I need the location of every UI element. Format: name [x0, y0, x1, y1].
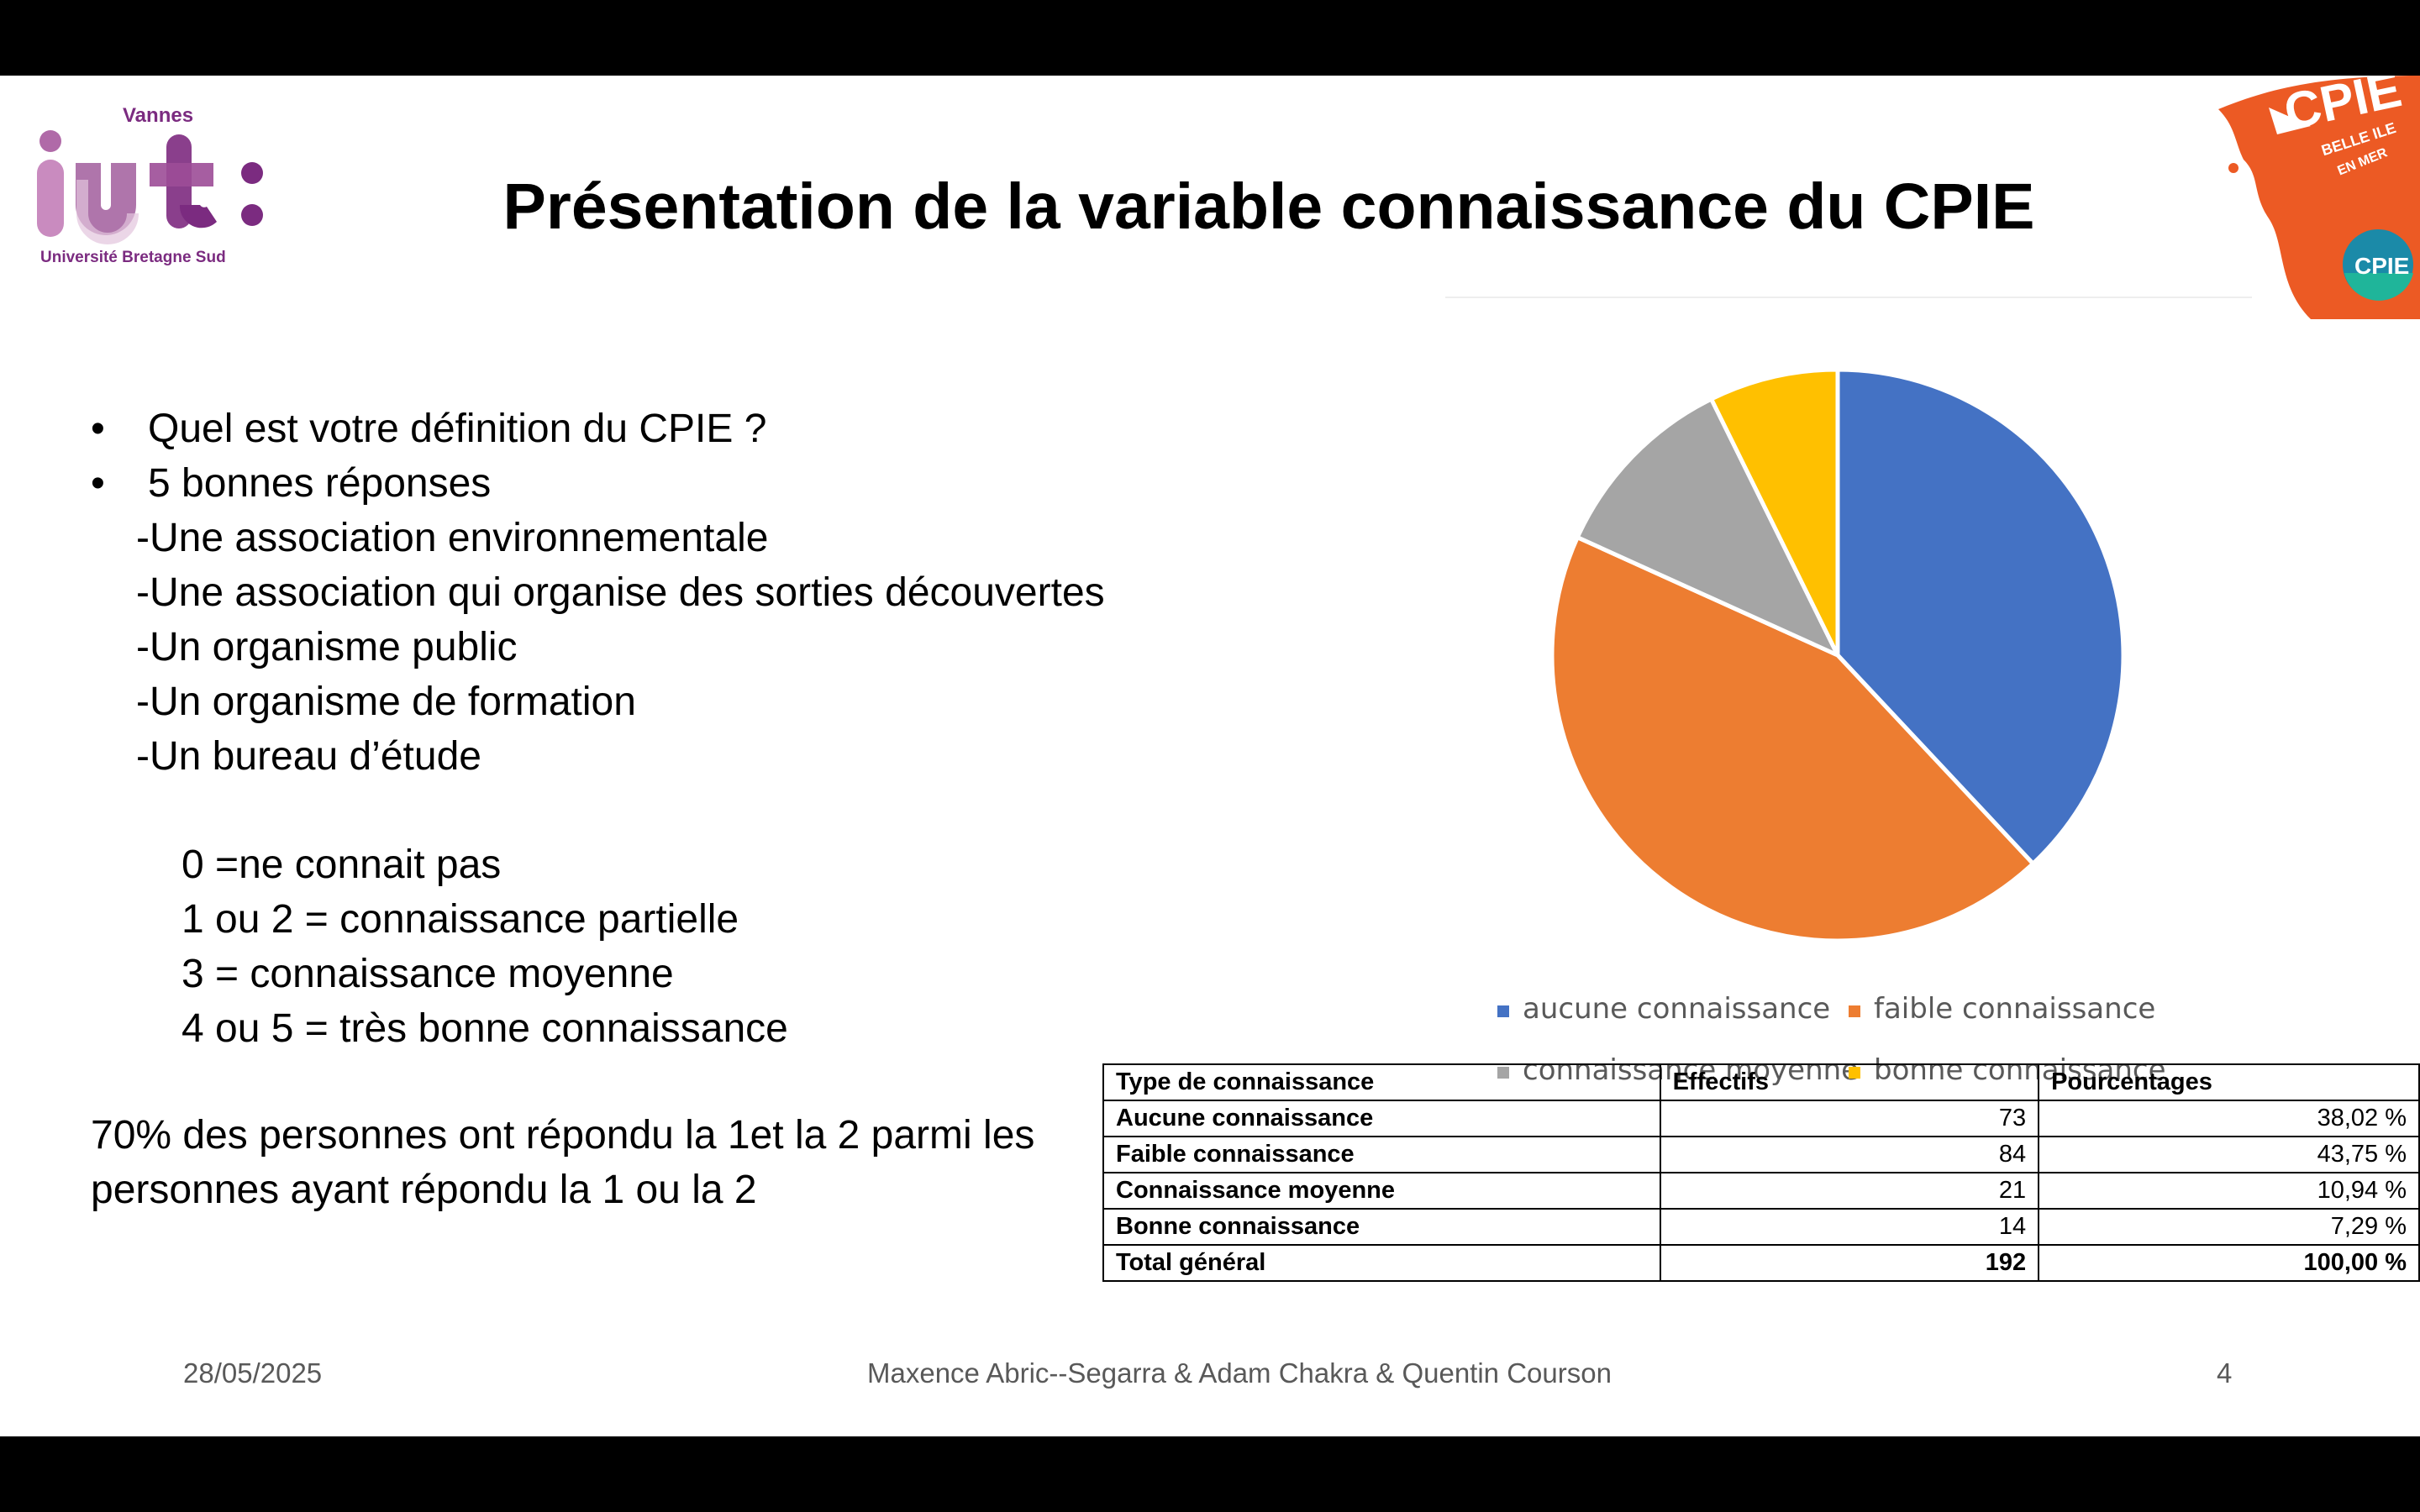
table-row: Bonne connaissance 14 7,29 %	[1102, 1208, 2420, 1246]
table-total-row: Total général 192 100,00 %	[1102, 1244, 2420, 1282]
table-cell: 21	[1659, 1172, 2040, 1210]
legend-swatch	[1497, 1005, 1509, 1017]
table-cell: Faible connaissance	[1102, 1136, 1661, 1173]
iut-logo: Vannes Université Bretagne Sud	[32, 104, 284, 272]
table-header: Effectifs	[1659, 1063, 2040, 1101]
bullet-question: Quel est votre définition du CPIE ?	[91, 402, 1105, 456]
table-cell: 7,29 %	[2038, 1208, 2420, 1246]
answer-item: -Une association environnementale	[136, 516, 769, 560]
footer-page-number: 4	[2217, 1357, 2233, 1389]
footer-authors: Maxence Abric--Segarra & Adam Chakra & Q…	[867, 1357, 1612, 1389]
table-cell: Aucune connaissance	[1102, 1100, 1661, 1137]
scale-item: 0 =ne connait pas	[182, 843, 502, 887]
scale-item: 3 = connaissance moyenne	[182, 952, 674, 996]
table-cell: 14	[1659, 1208, 2040, 1246]
slide-title: Présentation de la variable connaissance…	[502, 171, 2035, 243]
pie-slice-bonne-connaissance	[1708, 367, 1840, 657]
pie-chart: aucune connaissance faible connaissanceco…	[1445, 297, 2252, 1087]
table-cell: 84	[1659, 1136, 2040, 1173]
table-row: Connaissance moyenne 21 10,94 %	[1102, 1172, 2420, 1210]
conclusion-line: 70% des personnes ont répondu la 1et la …	[91, 1113, 1035, 1158]
slide: Vannes Université Bretagne Sud CPIE BELL…	[0, 76, 2420, 1436]
pie-slice-aucune-connaissance	[1835, 367, 2126, 867]
table-cell: 73	[1659, 1100, 2040, 1137]
bullet-answers: 5 bonnes réponses	[91, 456, 1105, 511]
answer-item: -Un organisme de formation	[136, 680, 636, 724]
table-cell: Bonne connaissance	[1102, 1208, 1661, 1246]
pie-slice-faible-connaissance	[1549, 534, 2036, 943]
table-header-row: Type de connaissance Effectifs Pourcenta…	[1102, 1063, 2420, 1101]
answer-item: -Un organisme public	[136, 625, 518, 669]
cpie-logo-badge: CPIE	[2354, 253, 2409, 279]
table-row: Aucune connaissance 73 38,02 %	[1102, 1100, 2420, 1137]
table-cell: Total général	[1102, 1244, 1661, 1282]
table-cell: 192	[1659, 1244, 2040, 1282]
table-row: Faible connaissance 84 43,75 %	[1102, 1136, 2420, 1173]
answer-item: -Une association qui organise des sortie…	[136, 570, 1105, 615]
table-cell: 10,94 %	[2038, 1172, 2420, 1210]
cpie-logo: CPIE BELLE ILE EN MER CPIE	[2210, 76, 2420, 328]
legend-label: aucune connaissance	[1523, 992, 1830, 1026]
pie-slice-connaissance-moyenne	[1574, 396, 1843, 660]
scale-item: 4 ou 5 = très bonne connaissance	[182, 1006, 788, 1051]
table-cell: Connaissance moyenne	[1102, 1172, 1661, 1210]
footer-date: 28/05/2025	[183, 1357, 323, 1389]
legend-swatch	[1849, 1005, 1860, 1017]
data-table: Type de connaissance Effectifs Pourcenta…	[1102, 1063, 2420, 1282]
table-cell: 38,02 %	[2038, 1100, 2420, 1137]
scale-item: 1 ou 2 = connaissance partielle	[182, 897, 739, 942]
conclusion-line: personnes ayant répondu la 1 ou la 2	[91, 1168, 757, 1212]
legend-label: faible connaissance	[1874, 992, 2155, 1026]
iut-logo-university: Université Bretagne Sud	[40, 249, 226, 266]
answer-item: -Un bureau d’étude	[136, 734, 481, 779]
body-text: Quel est votre définition du CPIE ? 5 bo…	[91, 402, 1105, 1217]
iut-logo-city: Vannes	[123, 104, 194, 127]
table-cell: 43,75 %	[2038, 1136, 2420, 1173]
table-cell: 100,00 %	[2038, 1244, 2420, 1282]
iut-logo-mark	[37, 130, 263, 244]
table-header: Pourcentages	[2038, 1063, 2420, 1101]
table-header: Type de connaissance	[1102, 1063, 1661, 1101]
